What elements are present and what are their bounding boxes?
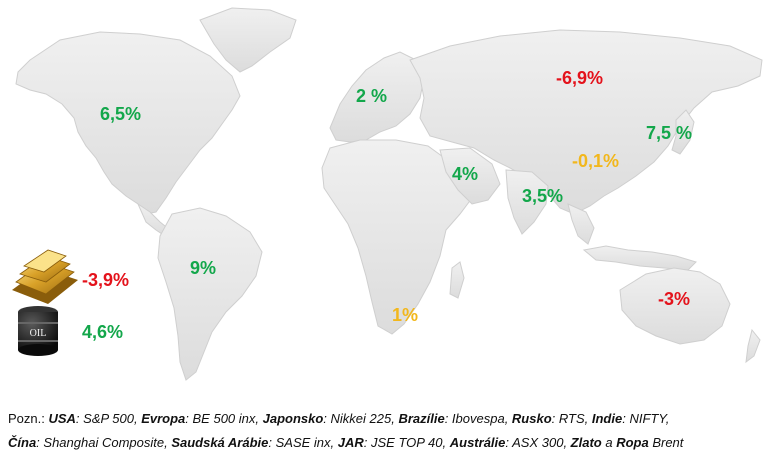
footnote-region-name: Rusko	[511, 411, 552, 426]
footnote-index-name: : Shanghai Composite,	[36, 435, 172, 450]
label-brazil: 9%	[190, 258, 217, 278]
india-landmass	[505, 169, 549, 235]
label-oil: 4,6%	[82, 322, 124, 342]
south-america-landmass	[157, 207, 263, 381]
gold-bars-icon	[12, 249, 78, 304]
world-map: OIL	[12, 7, 763, 381]
footnote-index-name: : Ibovespa,	[444, 411, 512, 426]
north-america-landmass	[15, 31, 241, 215]
footnote-line-2: Čína: Shanghai Composite, Saudská Arábie…	[8, 435, 768, 450]
footnote-index-name: : S&P 500,	[75, 411, 142, 426]
footnote-region-name: Japonsko	[262, 411, 324, 426]
oil-barrel-label: OIL	[30, 328, 47, 339]
footnote-index-name: : BE 500 inx,	[185, 411, 263, 426]
footnote-region-name: Zlato	[570, 435, 602, 450]
oil-barrel-icon: OIL	[18, 306, 58, 356]
label-south-africa: 1%	[392, 305, 419, 325]
footnote-region-name: USA	[48, 411, 76, 426]
asia-landmass	[409, 29, 763, 215]
label-usa: 6,5%	[100, 104, 142, 124]
label-russia: -6,9%	[556, 68, 604, 88]
footnote-index-name: : RTS,	[551, 411, 592, 426]
footnote-prefix: Pozn.:	[8, 411, 49, 426]
label-europe: 2 %	[356, 86, 388, 106]
new-zealand-landmass	[745, 328, 761, 364]
japan-landmass	[671, 109, 695, 155]
footnote-region-name: Ropa	[616, 435, 649, 450]
label-gold: -3,9%	[82, 270, 130, 290]
greenland-landmass	[199, 7, 297, 73]
footnote-region-name: Indie	[591, 411, 623, 426]
label-japan: 7,5 %	[646, 123, 693, 143]
australia-landmass	[619, 267, 731, 345]
southeast-asia-landmass	[567, 203, 595, 245]
footnote-index-name: a	[601, 435, 617, 450]
indonesia-landmass	[582, 245, 697, 271]
footnote-region-name: JAR	[337, 435, 364, 450]
label-china: -0,1%	[572, 151, 620, 171]
footnote-line-1: Pozn.: USA: S&P 500, Evropa: BE 500 inx,…	[8, 411, 768, 426]
footnote-region-name: Čína	[8, 435, 37, 450]
footnote-index-name: : SASE inx,	[268, 435, 338, 450]
footnote-index-name: Brent	[648, 435, 684, 450]
label-australia: -3%	[658, 289, 691, 309]
footnote-index-name: : JSE TOP 40,	[363, 435, 450, 450]
madagascar-landmass	[449, 261, 465, 299]
footnote-index-name: : Nikkei 225,	[323, 411, 399, 426]
footnote-region-name: Saudská Arábie	[171, 435, 269, 450]
footnote-region-name: Austrálie	[449, 435, 506, 450]
footnote-region-name: Evropa	[141, 411, 186, 426]
footnote-region-name: Brazílie	[398, 411, 445, 426]
arabia-landmass	[439, 147, 501, 205]
footnote-index-name: : NIFTY,	[622, 411, 670, 426]
footnote-index-name: : ASX 300,	[505, 435, 571, 450]
label-saudi-arabia: 4%	[452, 164, 479, 184]
label-india: 3,5%	[522, 186, 564, 206]
